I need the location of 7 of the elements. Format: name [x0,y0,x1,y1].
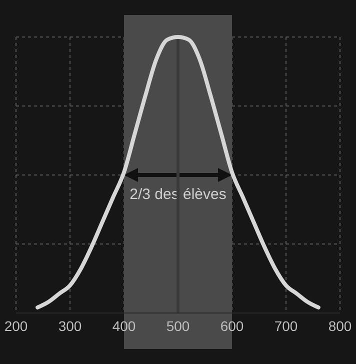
x-tick-label: 300 [58,318,82,334]
x-tick-label: 600 [220,318,244,334]
x-tick-label: 700 [274,318,298,334]
x-tick-label: 500 [166,318,190,334]
x-tick-label: 400 [112,318,136,334]
x-tick-label: 800 [328,318,352,334]
x-tick-label: 200 [4,318,28,334]
